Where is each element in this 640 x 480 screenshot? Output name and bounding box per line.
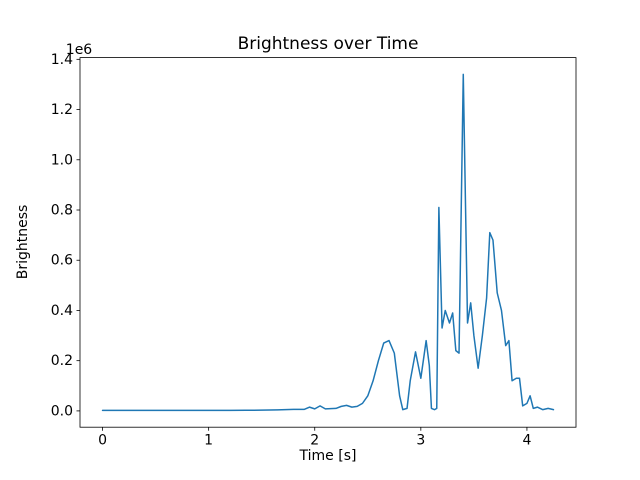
x-tick-label: 4 bbox=[522, 433, 531, 449]
x-tick-label: 1 bbox=[204, 433, 213, 449]
x-tick-label: 2 bbox=[310, 433, 319, 449]
x-tick-label: 0 bbox=[98, 433, 107, 449]
y-tick-label: 0.8 bbox=[51, 203, 73, 219]
y-axis-label: Brightness bbox=[15, 205, 31, 280]
x-axis-label: Time [s] bbox=[299, 448, 357, 464]
y-tick-label: 0.0 bbox=[51, 403, 73, 419]
y-axis-offset-label: 1e6 bbox=[66, 42, 93, 58]
y-tick-label: 0.6 bbox=[51, 253, 73, 269]
y-tick-label: 0.2 bbox=[51, 353, 73, 369]
y-tick-label: 1.0 bbox=[51, 152, 73, 168]
y-tick-label: 0.4 bbox=[51, 303, 73, 319]
x-tick-label: 3 bbox=[416, 433, 425, 449]
chart-title: Brightness over Time bbox=[238, 34, 419, 54]
plot-spines bbox=[79, 57, 577, 428]
y-tick-label: 1.4 bbox=[51, 52, 73, 68]
y-tick-label: 1.2 bbox=[51, 102, 73, 118]
chart-layer: 0 1 2 3 4 0.0 0.2 0.4 0.6 0.8 1.0 1.2 1.4 bbox=[51, 52, 577, 449]
series-line-brightness bbox=[101, 73, 555, 412]
